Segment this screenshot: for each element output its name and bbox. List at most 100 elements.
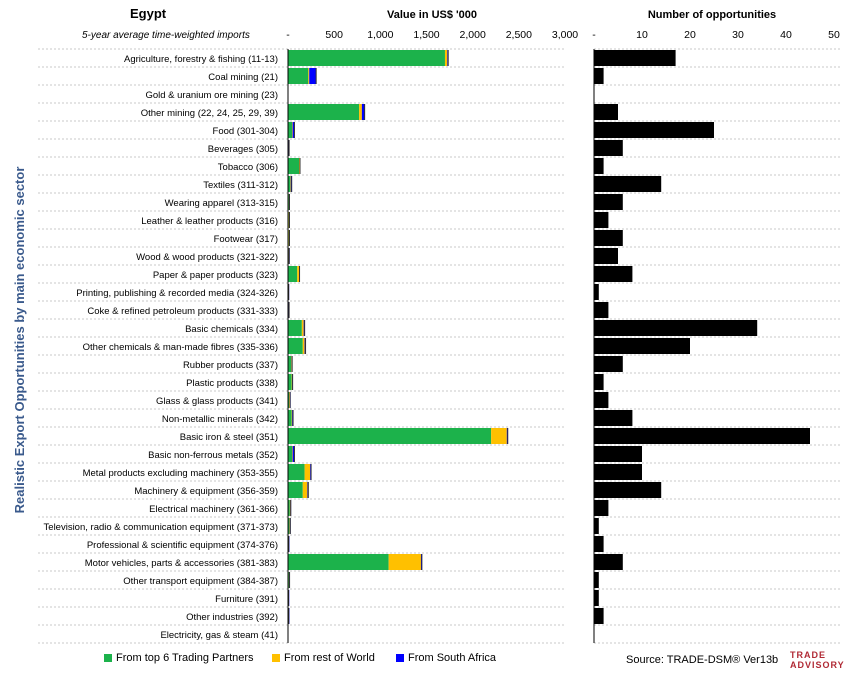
category-labels: Agriculture, forestry & fishing (11-13) C… — [44, 54, 278, 641]
opportunity-bar — [594, 104, 618, 120]
value-bar-segment — [304, 464, 311, 480]
value-bar-segment — [288, 176, 291, 192]
category-label: Printing, publishing & recorded media (3… — [76, 288, 278, 299]
opportunity-bar — [594, 338, 690, 354]
value-bar-segment — [288, 320, 302, 336]
legend-swatch-row — [272, 654, 280, 662]
legend-item-top6: From top 6 Trading Partners — [104, 652, 254, 664]
value-tick-label: 3,000 — [552, 29, 578, 41]
opportunity-bar — [594, 590, 599, 606]
axes — [287, 49, 595, 643]
category-label: Basic iron & steel (351) — [180, 432, 278, 443]
legend-swatch-top6 — [104, 654, 112, 662]
opportunity-bar — [594, 50, 676, 66]
value-bar-segment — [288, 158, 300, 174]
value-bar-segment — [288, 356, 292, 372]
value-bar-segment — [292, 122, 295, 138]
category-label: Motor vehicles, parts & accessories (381… — [85, 558, 278, 569]
value-bar-segment — [308, 68, 310, 84]
value-bar-segment — [302, 338, 305, 354]
opportunity-bar — [594, 212, 609, 228]
opportunity-bar — [594, 176, 662, 192]
value-bar-segment — [289, 518, 291, 534]
opportunity-bar — [594, 320, 758, 336]
value-bar-segment — [309, 68, 317, 84]
category-label: Metal products excluding machinery (353-… — [83, 468, 278, 479]
value-tick-label: 2,500 — [506, 29, 532, 41]
category-label: Basic chemicals (334) — [185, 324, 278, 335]
y-axis-title: Realistic Export Opportunities by main e… — [12, 167, 27, 514]
opportunity-bar — [594, 518, 599, 534]
value-bar-segment — [288, 428, 492, 444]
legend-item-row: From rest of World — [272, 652, 375, 664]
opps-tick-label: 20 — [684, 29, 696, 41]
value-tick-label: 1,000 — [367, 29, 393, 41]
legend-label-top6: From top 6 Trading Partners — [116, 652, 254, 664]
opportunity-bar — [594, 428, 810, 444]
opportunity-bar — [594, 140, 623, 156]
value-bar-segment — [288, 50, 445, 66]
opps-tick-label: 40 — [780, 29, 792, 41]
opportunity-bar — [594, 356, 623, 372]
value-bar-segment — [292, 446, 295, 462]
category-label: Other mining (22, 24, 25, 29, 39) — [141, 108, 278, 119]
legend-swatch-sa — [396, 654, 404, 662]
source-note: Source: TRADE-DSM® Ver13b — [626, 654, 779, 666]
value-bar-segment — [288, 410, 292, 426]
category-label: Other chemicals & man-made fibres (335-3… — [83, 342, 278, 353]
category-label: Coke & refined petroleum products (331-3… — [87, 306, 278, 317]
opportunity-bar — [594, 68, 604, 84]
value-bar-segment — [288, 446, 293, 462]
opps-tick-label: - — [592, 29, 596, 41]
value-tick-label: 1,500 — [413, 29, 439, 41]
opportunity-bar — [594, 230, 623, 246]
opportunity-bar — [594, 554, 623, 570]
category-label: Basic non-ferrous metals (352) — [148, 450, 278, 461]
category-label: Wood & wood products (321-322) — [136, 252, 278, 263]
value-bar-segment — [288, 554, 389, 570]
opportunity-bar — [594, 500, 609, 516]
value-bar-segment — [292, 122, 293, 138]
value-bar-segment — [444, 50, 448, 66]
logo-line2: ADVISORY — [790, 660, 845, 670]
value-tick-label: 500 — [325, 29, 343, 41]
opportunity-bar — [594, 284, 599, 300]
value-bar-segment — [288, 464, 305, 480]
opportunity-bar — [594, 392, 609, 408]
opportunity-bar — [594, 248, 618, 264]
opportunity-bar — [594, 608, 604, 624]
value-bar-segment — [289, 500, 291, 516]
category-label: Food (301-304) — [213, 126, 278, 137]
value-bar-segment — [292, 446, 293, 462]
category-label: Glass & glass products (341) — [156, 396, 278, 407]
category-label: Tobacco (306) — [218, 162, 278, 173]
logo-line1: TRADE — [790, 650, 826, 660]
country-title: Egypt — [130, 6, 167, 21]
value-tick-label: - — [286, 29, 290, 41]
category-label: Paper & paper products (323) — [153, 270, 278, 281]
opportunity-bar — [594, 374, 604, 390]
category-label: Wearing apparel (313-315) — [165, 198, 278, 209]
value-bar-segment — [289, 392, 290, 408]
value-bar-segment — [288, 374, 292, 390]
value-bar-segment — [290, 176, 292, 192]
value-bar-segment — [288, 338, 303, 354]
value-bars — [288, 50, 509, 624]
legend-label-row: From rest of World — [284, 652, 375, 664]
category-label: Television, radio & communication equipm… — [44, 522, 278, 533]
row-gridlines — [38, 48, 840, 644]
opportunity-bar — [594, 482, 662, 498]
value-bar-segment — [491, 428, 507, 444]
value-bar-segment — [288, 104, 360, 120]
opps-tick-label: 50 — [828, 29, 840, 41]
category-label: Other transport equipment (384-387) — [123, 576, 278, 587]
value-bar-segment — [301, 320, 304, 336]
category-label: Furniture (391) — [215, 594, 278, 605]
value-bar-segment — [288, 266, 298, 282]
legend-label-sa: From South Africa — [408, 652, 497, 664]
opportunity-bar — [594, 410, 633, 426]
value-bar-segment — [288, 68, 309, 84]
value-bar-segment — [288, 122, 293, 138]
value-bar-segment — [359, 104, 362, 120]
